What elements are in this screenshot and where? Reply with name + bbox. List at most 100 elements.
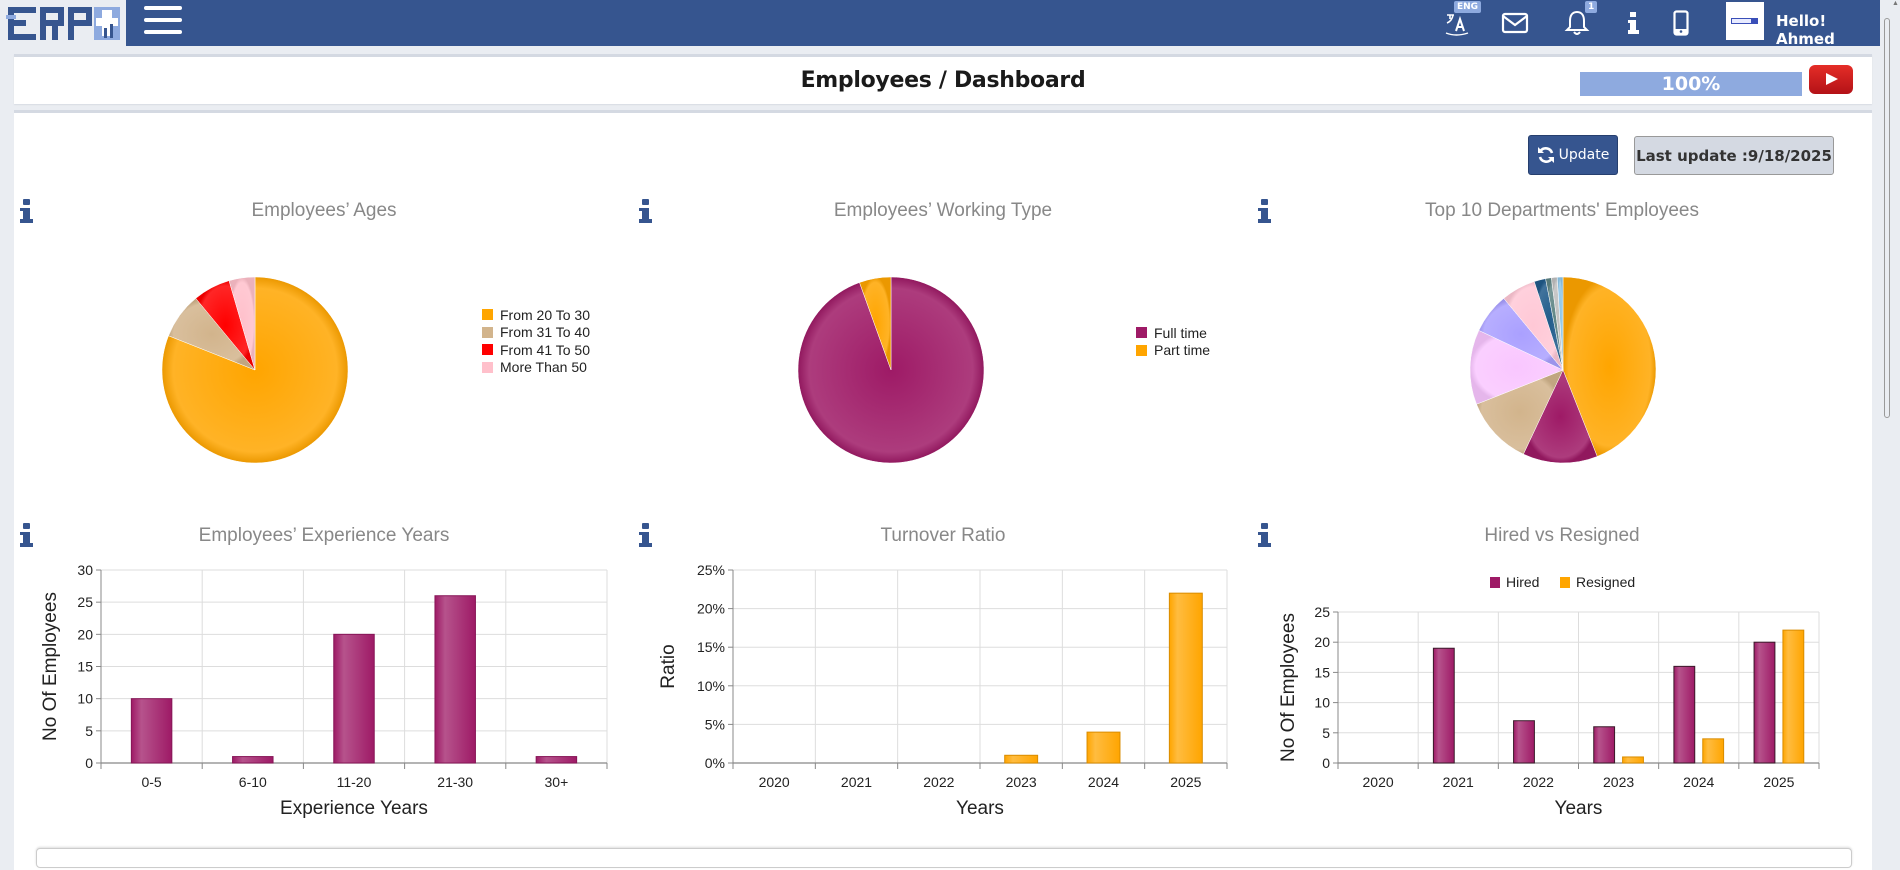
- user-greeting[interactable]: Hello! Ahmed: [1776, 12, 1835, 48]
- bar-chart-experience[interactable]: 0 5 10 15 20 25 30 0-5 6-10 11-20 21-30 30+ Experien…: [30, 560, 620, 820]
- youtube-tutorial-button[interactable]: [1809, 65, 1853, 94]
- mobile-icon: [1673, 10, 1689, 36]
- legend-label: More Than 50: [500, 359, 587, 376]
- bar[interactable]: [535, 756, 578, 764]
- legend-item[interactable]: Part time: [1136, 342, 1210, 360]
- y-tick-label: 20: [77, 626, 93, 642]
- progress-bar: 100%: [1580, 72, 1802, 96]
- bar[interactable]: [1593, 726, 1616, 764]
- y-tick-label: 25%: [697, 562, 725, 578]
- x-tick-label: 2024: [1088, 774, 1119, 790]
- legend-label: Hired: [1506, 574, 1539, 590]
- bar[interactable]: [1622, 756, 1644, 764]
- bar[interactable]: [434, 595, 476, 764]
- bar[interactable]: [1086, 731, 1121, 764]
- legend-item[interactable]: From 31 To 40: [482, 324, 590, 342]
- pie-chart-working-type[interactable]: [786, 265, 996, 475]
- page-scrollbar[interactable]: [1884, 18, 1890, 418]
- bar[interactable]: [130, 698, 173, 764]
- x-tick-label: 2022: [923, 774, 954, 790]
- y-tick-label: 5%: [705, 716, 725, 732]
- bar-chart-turnover[interactable]: 0% 5% 10% 15% 20% 25% 2020 2021 2022 2023 2024 2025…: [650, 560, 1240, 820]
- legend-item[interactable]: Full time: [1136, 324, 1210, 342]
- mail-icon: [1501, 12, 1529, 34]
- bar[interactable]: [1753, 641, 1776, 764]
- info-icon[interactable]: [1258, 523, 1272, 549]
- x-tick-label: 2025: [1763, 774, 1794, 790]
- info-button[interactable]: [1618, 8, 1648, 38]
- chart-title-ages: Employees’ Ages: [251, 200, 397, 221]
- legend-swatch: [1136, 344, 1147, 356]
- legend-item[interactable]: From 41 To 50: [482, 341, 590, 359]
- x-tick-label: 30+: [545, 774, 569, 790]
- pie-slice[interactable]: [1562, 276, 1657, 457]
- pie-chart-ages[interactable]: [150, 265, 360, 475]
- dashboard-panel: Update Last update :9/18/2025: [14, 110, 1872, 870]
- page-title: Employees / Dashboard: [800, 68, 1086, 93]
- y-tick-label: 25: [1314, 604, 1330, 620]
- update-label: Update: [1558, 147, 1610, 163]
- refresh-icon: [1537, 147, 1554, 163]
- legend-label: From 41 To 50: [500, 341, 591, 358]
- legend-item[interactable]: Hired: [1490, 574, 1539, 590]
- notifications-button[interactable]: 1: [1562, 1, 1598, 38]
- bar[interactable]: [232, 756, 274, 764]
- mobile-app-button[interactable]: [1666, 8, 1696, 38]
- legend-swatch: [482, 309, 493, 321]
- x-tick-label: 2023: [1006, 774, 1037, 790]
- legend-item[interactable]: From 20 To 30: [482, 306, 590, 324]
- pie-slice[interactable]: [228, 276, 256, 371]
- menu-toggle-button[interactable]: [144, 6, 182, 36]
- info-icon[interactable]: [639, 199, 653, 225]
- notification-count-badge: 1: [1585, 1, 1598, 13]
- user-avatar[interactable]: [1726, 2, 1764, 40]
- bar[interactable]: [1004, 754, 1039, 764]
- bar[interactable]: [1673, 665, 1696, 764]
- x-tick-label: 11-20: [337, 774, 372, 790]
- y-tick-label: 0%: [705, 755, 725, 771]
- y-tick-label: 10%: [697, 678, 725, 694]
- legend-item[interactable]: Resigned: [1560, 574, 1635, 590]
- info-icon[interactable]: [1258, 199, 1272, 225]
- pie-slice[interactable]: [1476, 369, 1564, 455]
- x-tick-label: 2021: [1443, 774, 1474, 790]
- legend-swatch: [482, 326, 493, 338]
- pie-slice[interactable]: [1523, 369, 1598, 464]
- bar[interactable]: [1432, 647, 1455, 764]
- bar[interactable]: [1782, 629, 1805, 764]
- chart-title-departments: Top 10 Departments' Employees: [1425, 200, 1699, 221]
- language-badge: ENG: [1454, 1, 1482, 13]
- x-tick-label: 6-10: [239, 774, 267, 790]
- bar[interactable]: [1168, 592, 1203, 764]
- bar[interactable]: [1702, 738, 1725, 764]
- messages-button[interactable]: [1500, 8, 1530, 38]
- legend-swatch: [1490, 577, 1500, 588]
- x-tick-label: 2024: [1683, 774, 1714, 790]
- info-icon[interactable]: [639, 523, 653, 549]
- y-tick-label: 15%: [697, 639, 725, 655]
- x-tick-label: 2021: [841, 774, 872, 790]
- y-tick-label: 5: [1322, 725, 1330, 741]
- y-tick-label: 20%: [697, 601, 725, 617]
- bar[interactable]: [1513, 720, 1535, 764]
- pie-slice[interactable]: [1556, 276, 1564, 371]
- update-button[interactable]: Update: [1528, 135, 1618, 175]
- pie-slice[interactable]: [797, 276, 985, 464]
- info-icon[interactable]: [20, 523, 34, 549]
- pie-slice[interactable]: [1469, 330, 1564, 405]
- pie-chart-departments[interactable]: [1458, 265, 1668, 475]
- bottom-card: [36, 848, 1852, 868]
- top-navbar: ENG 1 Hello! Ahmed: [0, 0, 1880, 48]
- scroll-up-arrow-icon[interactable]: ▲: [1892, 0, 1899, 7]
- y-tick-label: 25: [77, 594, 93, 610]
- language-button[interactable]: ENG: [1442, 1, 1482, 38]
- bar[interactable]: [333, 633, 375, 764]
- erp-logo[interactable]: [0, 0, 126, 46]
- pie-slice[interactable]: [859, 276, 892, 371]
- y-tick-label: 10: [77, 691, 93, 707]
- legend-item[interactable]: More Than 50: [482, 359, 590, 377]
- y-tick-label: 30: [77, 562, 93, 578]
- info-icon[interactable]: [20, 199, 34, 225]
- erp-logo-icon: [6, 7, 120, 40]
